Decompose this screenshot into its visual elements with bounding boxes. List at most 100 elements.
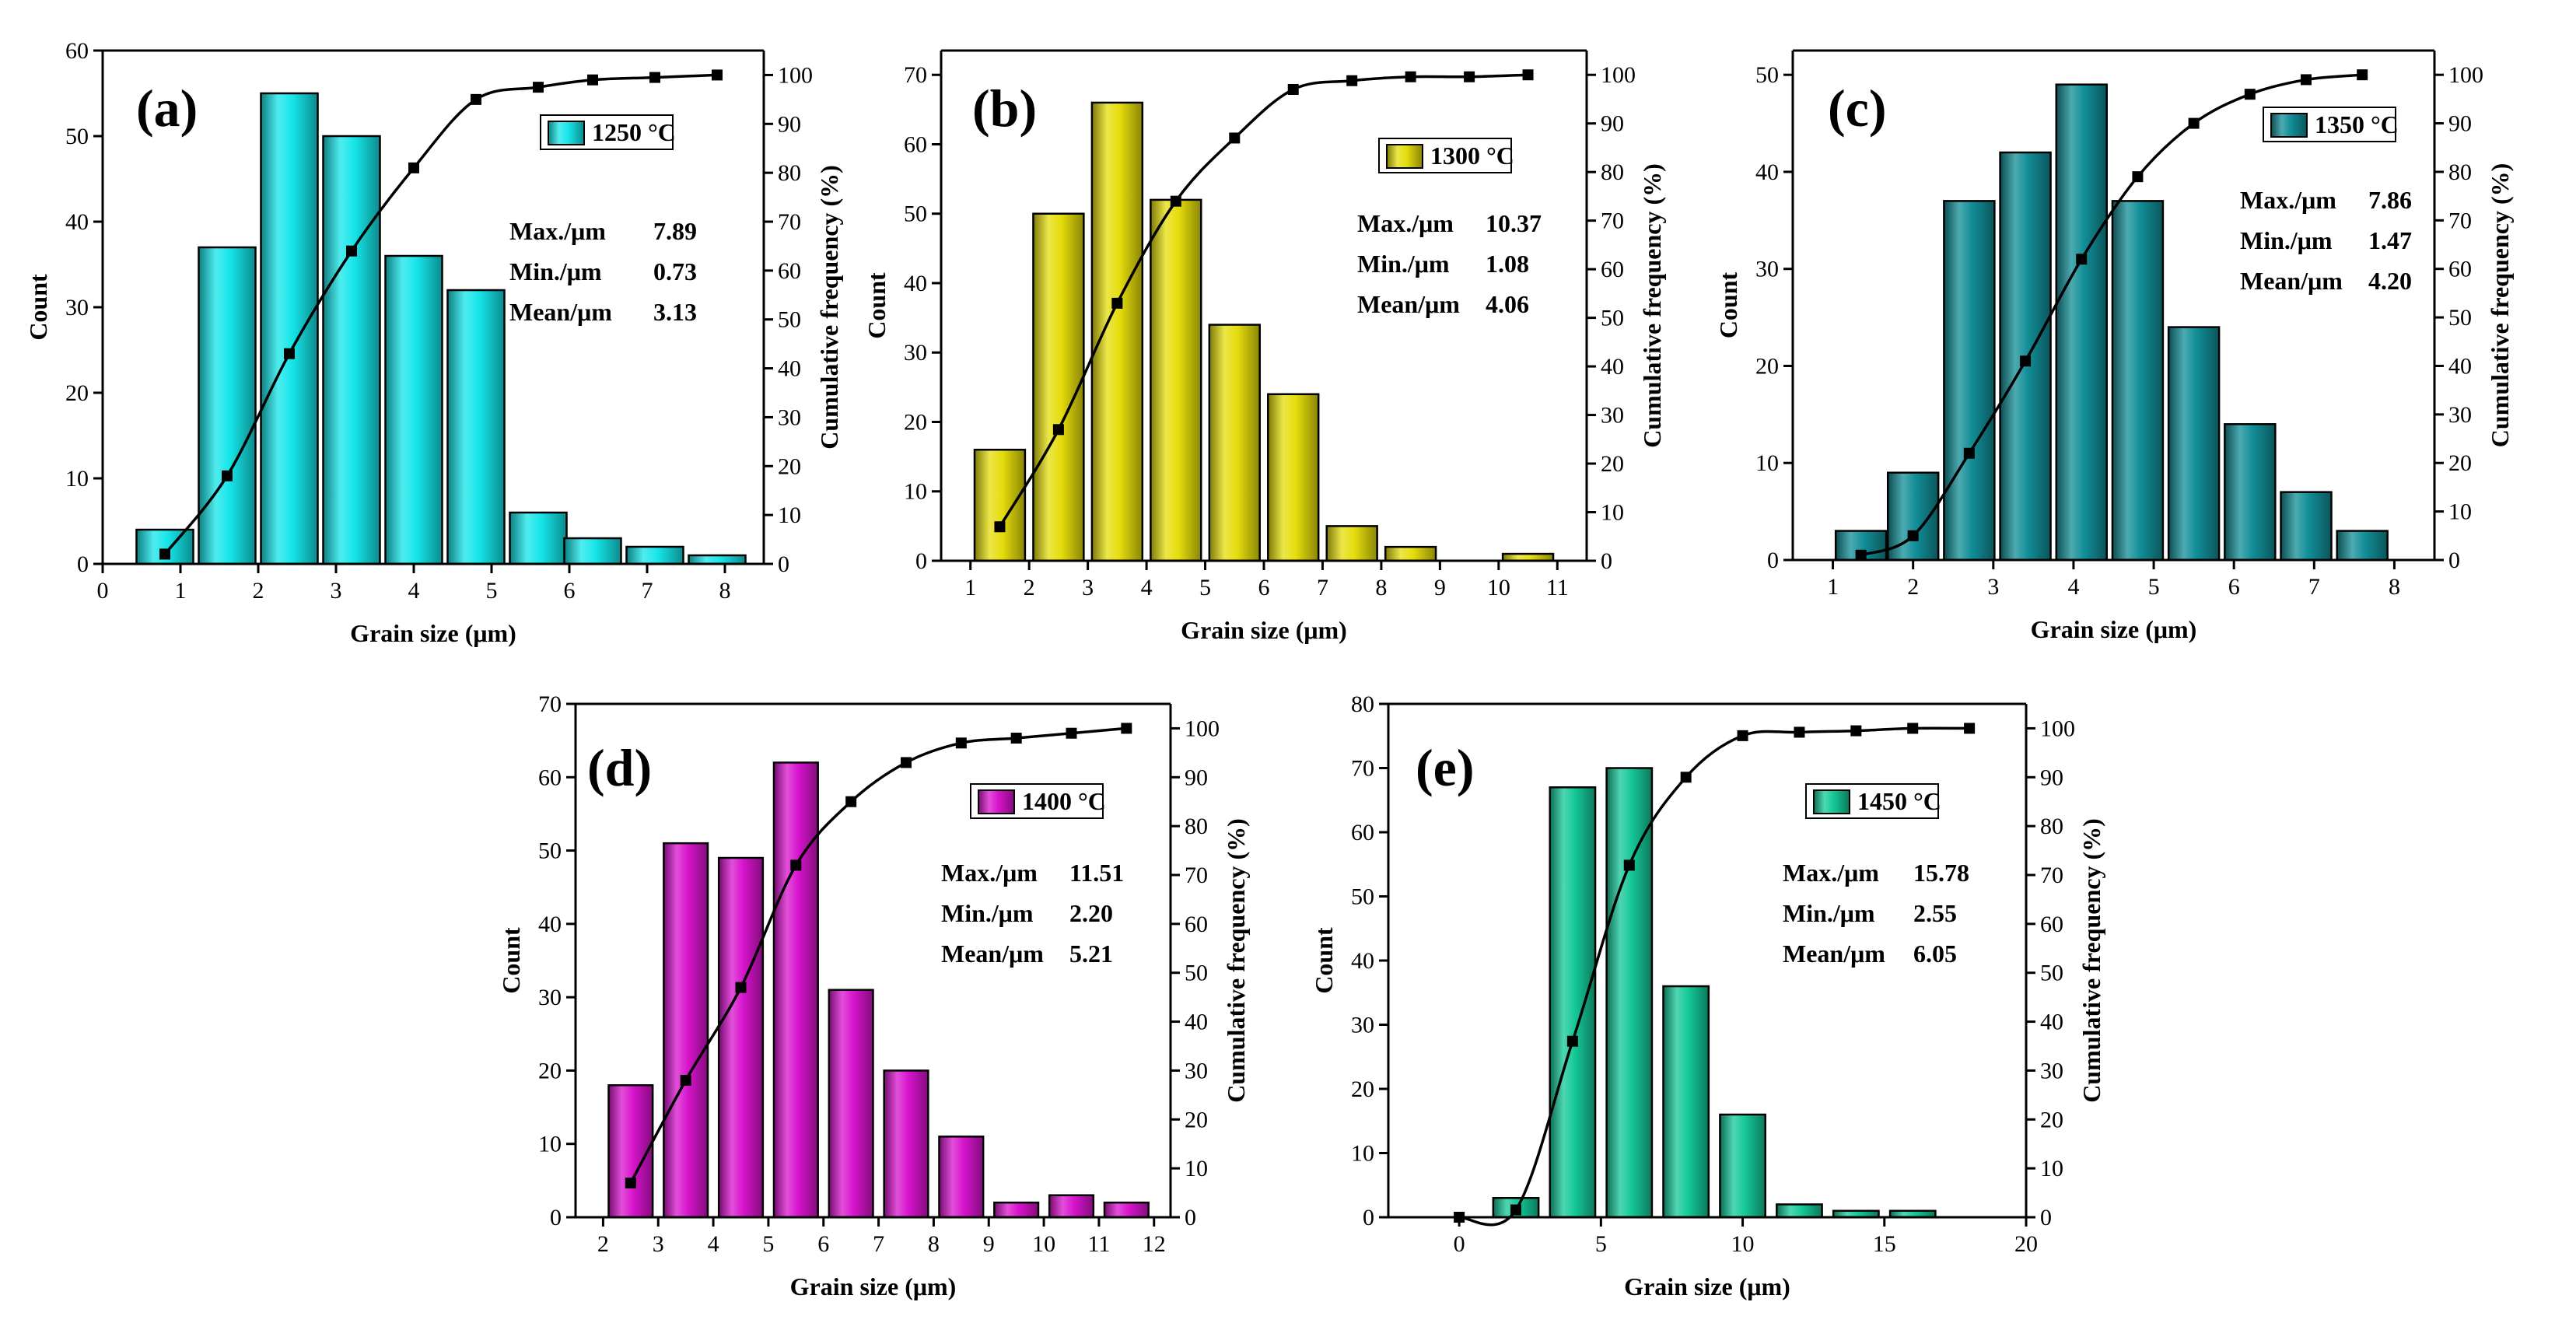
y-tick-label: 80 xyxy=(1351,691,1374,717)
x-tick-label: 8 xyxy=(719,578,731,604)
stat-max-value: 10.37 xyxy=(1486,209,1542,237)
y2-tick-label: 0 xyxy=(2040,1205,2052,1230)
histogram-bar xyxy=(1325,525,1378,562)
cumulative-point xyxy=(2020,355,2032,367)
x-tick-label: 6 xyxy=(1258,575,1270,600)
cumulative-point xyxy=(1405,71,1416,82)
y-tick-label: 20 xyxy=(904,409,927,435)
x-tick-label: 5 xyxy=(1199,575,1211,600)
y-tick-label: 40 xyxy=(1351,948,1374,974)
x-tick-label: 10 xyxy=(1032,1231,1055,1257)
cumulative-point xyxy=(1855,549,1867,561)
y2-tick-label: 50 xyxy=(778,307,801,333)
x-tick-label: 4 xyxy=(408,578,420,604)
y2-tick-label: 60 xyxy=(1601,257,1624,282)
cumulative-point xyxy=(1121,723,1132,734)
x-tick-label: 8 xyxy=(928,1231,940,1257)
y2-tick-label: 90 xyxy=(2448,111,2472,137)
cumulative-point xyxy=(2244,89,2256,100)
y2-tick-label: 50 xyxy=(2040,961,2063,986)
histogram-bar xyxy=(688,554,747,565)
x-tick-label: 2 xyxy=(1024,575,1035,600)
histogram-bar xyxy=(625,545,684,565)
stat-min-label: Min./μm xyxy=(1357,250,1450,278)
y2-tick-label: 40 xyxy=(778,356,801,382)
histogram-bar xyxy=(384,254,443,565)
histogram-bar xyxy=(717,856,765,1219)
histogram-bar xyxy=(607,1084,654,1219)
histogram-bar xyxy=(322,135,381,565)
x-tick-label: 8 xyxy=(2389,574,2400,600)
x-tick-label: 1 xyxy=(964,575,976,600)
histogram-bar xyxy=(993,1201,1040,1219)
x-tick-label: 3 xyxy=(1987,574,1999,600)
x-tick-label: 11 xyxy=(1546,575,1569,600)
cumulative-point xyxy=(1850,725,1862,737)
x-tick-label: 7 xyxy=(2308,574,2320,600)
y-tick-label: 30 xyxy=(1755,257,1779,282)
y2-tick-label: 100 xyxy=(2448,62,2483,88)
y2-tick-label: 70 xyxy=(1601,208,1624,234)
histogram-bar xyxy=(938,1136,985,1219)
stat-mean-value: 4.20 xyxy=(2368,267,2412,295)
cumulative-point xyxy=(1964,723,1976,734)
stat-min-value: 0.73 xyxy=(653,257,697,285)
histogram-bar xyxy=(1208,324,1261,562)
x-tick-label: 1 xyxy=(1827,574,1839,600)
legend-label: 1400 °C xyxy=(1022,787,1106,815)
cumulative-point xyxy=(1287,83,1299,95)
x-tick-label: 12 xyxy=(1143,1231,1166,1257)
stat-min-value: 2.55 xyxy=(1913,899,1957,927)
stat-mean-label: Mean/μm xyxy=(1783,940,1885,968)
x-tick-label: 3 xyxy=(653,1231,664,1257)
cumulative-point xyxy=(625,1178,636,1188)
cumulative-point xyxy=(2357,69,2368,81)
x-tick-label: 4 xyxy=(708,1231,719,1257)
y2-tick-label: 90 xyxy=(1601,111,1624,137)
y-tick-label: 30 xyxy=(65,295,89,320)
cumulative-point xyxy=(901,757,912,768)
y2-tick-label: 90 xyxy=(778,111,801,137)
x-tick-label: 9 xyxy=(983,1231,995,1257)
panel-e: 0 5 10 15 2001020304050607080010203040506070… xyxy=(1310,691,2105,1300)
y-tick-label: 50 xyxy=(904,201,927,227)
stat-max-label: Max./μm xyxy=(1357,209,1454,237)
histogram-bar xyxy=(2111,200,2165,562)
cumulative-point xyxy=(222,470,233,481)
cumulative-point xyxy=(1963,447,1975,459)
x-tick-label: 4 xyxy=(2067,574,2079,600)
cumulative-point xyxy=(1907,723,1919,734)
y-tick-label: 30 xyxy=(538,985,562,1010)
histogram-bar xyxy=(1090,101,1144,562)
y2-tick-label: 20 xyxy=(1185,1107,1208,1132)
legend-label: 1300 °C xyxy=(1430,142,1514,170)
cumulative-point xyxy=(994,521,1006,533)
stat-max-label: Max./μm xyxy=(509,217,606,245)
y2-tick-label: 100 xyxy=(1185,716,1220,741)
histogram-bar xyxy=(1605,767,1654,1219)
y2-tick-label: 0 xyxy=(1185,1205,1196,1230)
histogram-bar xyxy=(2167,326,2221,562)
y2-tick-label: 10 xyxy=(1185,1156,1208,1181)
y-tick-label: 70 xyxy=(538,691,562,717)
cumulative-point xyxy=(735,982,747,993)
cumulative-point xyxy=(680,1075,691,1086)
stat-min-label: Min./μm xyxy=(509,257,602,285)
y-tick-label: 60 xyxy=(904,131,927,157)
panel-label: (a) xyxy=(136,79,198,138)
x-tick-label: 3 xyxy=(1082,575,1094,600)
legend-label: 1450 °C xyxy=(1857,787,1941,815)
y2-tick-label: 30 xyxy=(1601,403,1624,429)
y2-tick-label: 80 xyxy=(778,160,801,186)
stat-max-value: 11.51 xyxy=(1069,859,1124,887)
histogram-bar xyxy=(1776,1203,1823,1219)
y2-tick-label: 100 xyxy=(778,62,813,88)
histogram-bar xyxy=(772,761,819,1219)
y-axis-label: Count xyxy=(863,272,891,339)
y2-axis-label: Cumulative frequency (%) xyxy=(2077,818,2105,1103)
y2-tick-label: 0 xyxy=(1601,548,1612,574)
x-tick-label: 6 xyxy=(564,578,576,604)
stat-mean-label: Mean/μm xyxy=(2240,267,2343,295)
y2-tick-label: 80 xyxy=(2448,159,2472,185)
cumulative-point xyxy=(1522,69,1534,81)
